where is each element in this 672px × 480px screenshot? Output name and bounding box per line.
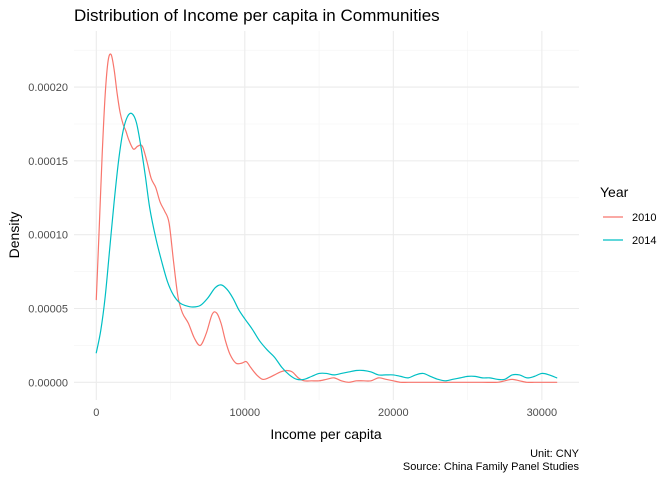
legend: Year 2010 2014 (600, 184, 656, 247)
y-tick-label: 0.00000 (28, 377, 68, 389)
caption-source: Source: China Family Panel Studies (403, 461, 580, 473)
y-axis-ticks: 0.00000 0.00005 0.00010 0.00015 0.00020 (28, 82, 68, 389)
y-tick-label: 0.00015 (28, 156, 68, 168)
chart-title: Distribution of Income per capita in Com… (74, 6, 440, 25)
y-tick-label: 0.00010 (28, 230, 68, 242)
series-lines (95, 53, 558, 383)
legend-label-2010: 2010 (632, 212, 656, 224)
x-axis-title: Income per capita (270, 426, 381, 442)
legend-title: Year (600, 184, 629, 200)
legend-label-2014: 2014 (632, 235, 656, 247)
x-tick-label: 0 (93, 407, 99, 419)
series-line-2014 (95, 112, 558, 382)
grid (74, 31, 579, 400)
y-tick-label: 0.00005 (28, 303, 68, 315)
x-tick-label: 30000 (527, 407, 558, 419)
caption-unit: Unit: CNY (530, 448, 580, 460)
series-line-2010 (95, 53, 558, 383)
x-tick-label: 10000 (230, 407, 261, 419)
y-axis-title: Density (6, 212, 22, 259)
x-axis-ticks: 0 10000 20000 30000 (93, 407, 557, 419)
y-tick-label: 0.00020 (28, 82, 68, 94)
x-tick-label: 20000 (378, 407, 409, 419)
